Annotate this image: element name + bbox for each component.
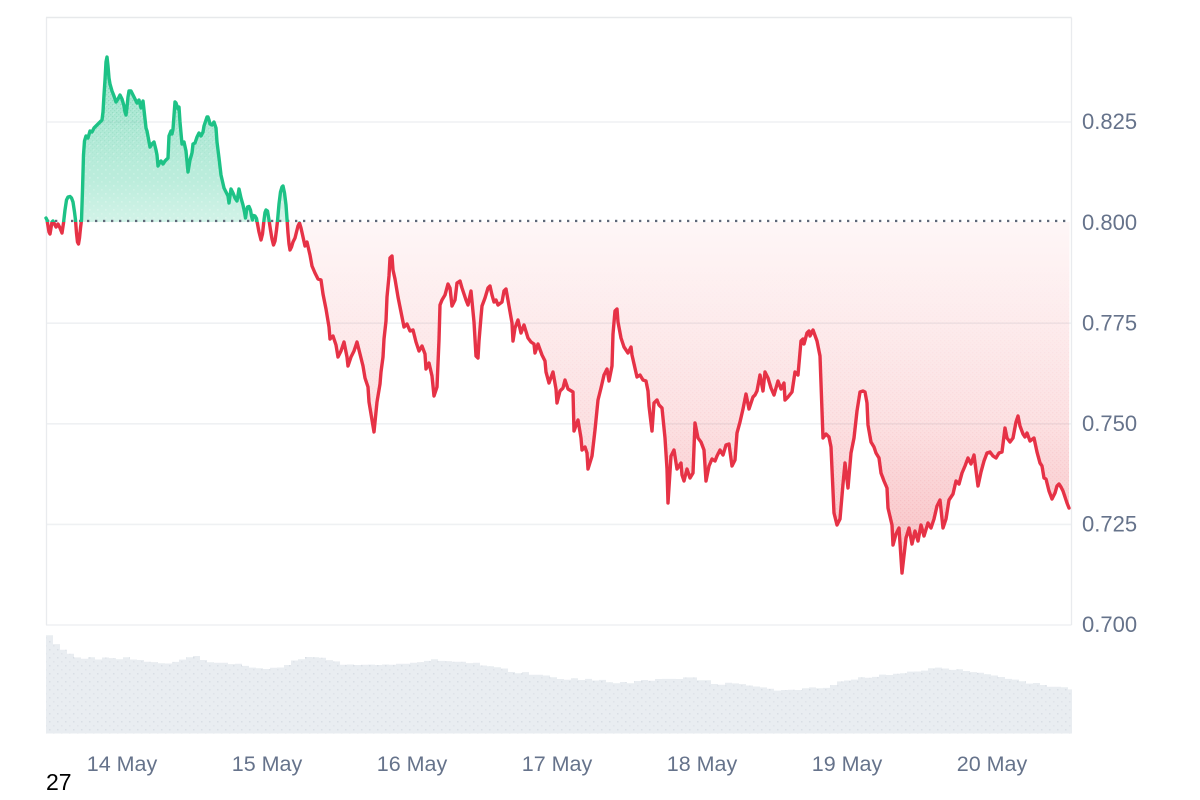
- svg-text:17 May: 17 May: [522, 752, 593, 776]
- svg-text:20 May: 20 May: [957, 752, 1028, 776]
- svg-text:16 May: 16 May: [377, 752, 448, 776]
- svg-text:15 May: 15 May: [232, 752, 303, 776]
- svg-text:0.750: 0.750: [1082, 411, 1137, 436]
- svg-text:0.800: 0.800: [1082, 210, 1137, 235]
- svg-text:0.775: 0.775: [1082, 310, 1137, 335]
- svg-text:27: 27: [46, 769, 72, 795]
- svg-text:0.700: 0.700: [1082, 612, 1137, 637]
- svg-text:0.725: 0.725: [1082, 512, 1137, 537]
- svg-text:19 May: 19 May: [812, 752, 883, 776]
- svg-text:18 May: 18 May: [667, 752, 738, 776]
- svg-text:14 May: 14 May: [87, 752, 158, 776]
- svg-text:0.825: 0.825: [1082, 109, 1137, 134]
